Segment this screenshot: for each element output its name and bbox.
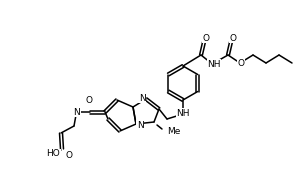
Text: N: N: [139, 93, 145, 103]
Text: O: O: [230, 34, 236, 43]
Text: N: N: [136, 121, 143, 130]
Text: O: O: [238, 58, 244, 67]
Text: Me: Me: [167, 126, 180, 135]
Text: O: O: [65, 151, 73, 160]
Text: O: O: [85, 95, 92, 104]
Text: N: N: [74, 107, 80, 116]
Text: HO: HO: [46, 150, 60, 159]
Text: O: O: [202, 34, 209, 43]
Text: NH: NH: [207, 60, 221, 68]
Text: NH: NH: [176, 109, 190, 117]
